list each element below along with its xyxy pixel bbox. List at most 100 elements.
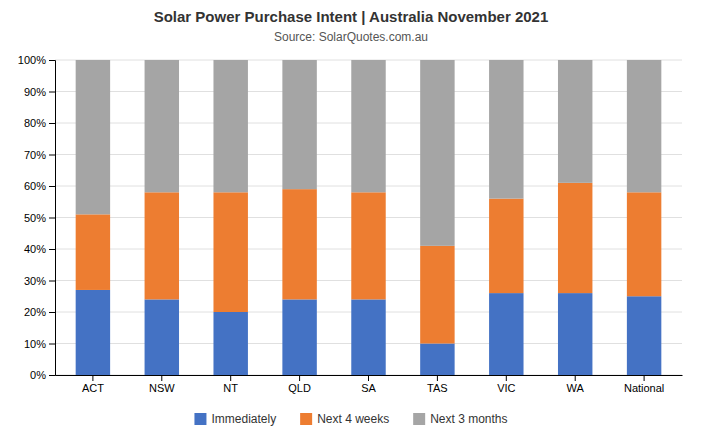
x-tick-mark	[92, 375, 93, 381]
x-tick-label: ACT	[82, 382, 104, 394]
y-tick: 90%	[24, 86, 55, 98]
bar-segment	[558, 183, 592, 293]
bar-segment	[558, 293, 592, 375]
bar-segment	[351, 192, 385, 299]
y-tick: 100%	[18, 54, 55, 66]
y-tick-mark	[49, 155, 55, 156]
y-tick-label: 70%	[24, 149, 46, 161]
x-tick-label: NT	[223, 382, 238, 394]
x-tick-label: TAS	[427, 382, 448, 394]
bar-segment	[558, 60, 592, 183]
bar-segment	[213, 60, 247, 192]
x-tick-label: VIC	[497, 382, 515, 394]
bar-segment	[282, 299, 316, 375]
y-tick: 50%	[24, 212, 55, 224]
bar-segment	[627, 192, 661, 296]
y-tick-mark	[49, 60, 55, 61]
bar-segment	[489, 199, 523, 294]
y-tick-label: 90%	[24, 86, 46, 98]
y-tick: 70%	[24, 149, 55, 161]
x-tick: WA	[567, 375, 585, 394]
y-tick-mark	[49, 249, 55, 250]
x-tick-mark	[437, 375, 438, 381]
y-tick-label: 40%	[24, 243, 46, 255]
bar-segment	[351, 299, 385, 375]
y-tick-mark	[49, 312, 55, 313]
x-tick-mark	[575, 375, 576, 381]
x-tick-mark	[161, 375, 162, 381]
series	[76, 60, 662, 246]
x-tick: TAS	[427, 375, 448, 394]
y-axis-line	[49, 61, 56, 376]
y-tick: 30%	[24, 275, 55, 287]
bar-segment	[213, 192, 247, 312]
bar-segment	[145, 192, 179, 299]
bar-segment	[76, 214, 110, 290]
bar-segment	[489, 60, 523, 199]
y-tick: 0%	[30, 369, 55, 381]
legend-swatch	[300, 413, 312, 425]
subtitle: Source: SolarQuotes.com.au	[274, 30, 428, 44]
series	[76, 183, 662, 344]
x-tick-label: SA	[361, 382, 376, 394]
legend-label: Immediately	[211, 412, 276, 426]
bar-segment	[76, 290, 110, 375]
bar-segment	[282, 60, 316, 189]
y-tick-label: 50%	[24, 212, 46, 224]
y-tick-mark	[49, 218, 55, 219]
legend-label: Next 3 months	[430, 412, 507, 426]
chart: Solar Power Purchase Intent | Australia …	[0, 0, 702, 445]
bar-segment	[420, 246, 454, 344]
y-tick-mark	[49, 186, 55, 187]
y-tick-mark	[49, 92, 55, 93]
y-tick-label: 0%	[30, 369, 46, 381]
grid	[55, 60, 682, 375]
plot: 0% 10% 20% 30% 40% 50% 60% 70% 80% 90% 100% ACT NSW N…	[18, 54, 683, 394]
x-tick: National	[624, 375, 664, 394]
bar-segment	[351, 60, 385, 192]
bar-segment	[145, 60, 179, 192]
y-tick-label: 20%	[24, 306, 46, 318]
bar-segment	[627, 60, 661, 192]
y-tick-mark	[49, 344, 55, 345]
x-tick: QLD	[288, 375, 311, 394]
bar-segment	[627, 296, 661, 375]
y-axis: 0% 10% 20% 30% 40% 50% 60% 70% 80% 90% 100%	[18, 54, 56, 381]
x-tick: NT	[223, 375, 238, 394]
x-tick-mark	[644, 375, 645, 381]
legend-item: Immediately	[194, 412, 276, 426]
x-tick-label: NSW	[149, 382, 175, 394]
x-tick: VIC	[497, 375, 515, 394]
y-tick-label: 60%	[24, 180, 46, 192]
y-tick-label: 30%	[24, 275, 46, 287]
x-tick: ACT	[82, 375, 104, 394]
x-tick: SA	[361, 375, 376, 394]
legend-swatch	[194, 413, 206, 425]
y-tick-label: 80%	[24, 117, 46, 129]
legend-label: Next 4 weeks	[317, 412, 389, 426]
bar-segment	[76, 60, 110, 214]
y-tick-mark	[49, 375, 55, 376]
bars	[76, 60, 662, 375]
x-tick-mark	[368, 375, 369, 381]
bar-segment	[282, 189, 316, 299]
bar-segment	[420, 344, 454, 376]
x-tick: NSW	[149, 375, 175, 394]
x-axis: ACT NSW NT QLD SA TAS VIC WA National	[56, 375, 683, 394]
x-tick-mark	[299, 375, 300, 381]
y-tick: 80%	[24, 117, 55, 129]
title: Solar Power Purchase Intent | Australia …	[154, 8, 549, 25]
series	[76, 290, 662, 375]
y-tick-mark	[49, 123, 55, 124]
bar-segment	[489, 293, 523, 375]
y-tick: 20%	[24, 306, 55, 318]
x-tick-label: QLD	[288, 382, 311, 394]
x-tick-label: National	[624, 382, 664, 394]
legend: Immediately Next 4 weeks Next 3 months	[194, 412, 507, 426]
x-tick-mark	[230, 375, 231, 381]
y-tick: 40%	[24, 243, 55, 255]
bar-segment	[420, 60, 454, 246]
x-tick-label: WA	[567, 382, 585, 394]
y-tick-label: 10%	[24, 338, 46, 350]
bar-segment	[213, 312, 247, 375]
